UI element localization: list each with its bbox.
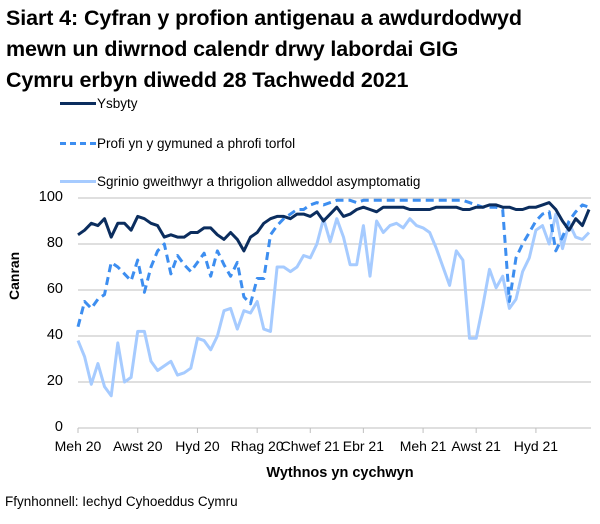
y-tick-label: 40: [46, 327, 63, 343]
chart-title-line-1: Siart 4: Cyfran y profion antigenau a aw…: [6, 6, 522, 30]
x-axis: [77, 428, 537, 433]
y-tick-label: 0: [54, 419, 63, 435]
source-note: Ffynhonnell: Iechyd Cyhoeddus Cymru: [5, 494, 238, 509]
chart-title-line-2: mewn un diwrnod calendr drwy labordai GI…: [6, 37, 459, 61]
legend-swatch-solid-dark-icon: [60, 102, 96, 105]
chart-title: Siart 4: Cyfran y profion antigenau a aw…: [6, 3, 600, 96]
y-tick-label: 100: [38, 189, 63, 205]
x-tick-label: Meh 20: [54, 438, 102, 454]
legend-swatch-solid-light-icon: [60, 180, 96, 183]
x-tick-label: Hyd 20: [175, 438, 220, 454]
legend-item-profi: Profi yn y gymuned a phrofi torfol: [60, 136, 295, 151]
gridlines: [78, 197, 591, 429]
legend-label: Ysbyty: [97, 96, 138, 111]
x-axis-label: Wythnos yn cychwyn: [266, 465, 414, 481]
legend-label: Sgrinio gweithwyr a thrigolion allweddol…: [97, 174, 421, 189]
y-tick-label: 80: [46, 235, 63, 251]
x-tick-label: Awst 20: [112, 438, 163, 454]
legend-label: Profi yn y gymuned a phrofi torfol: [97, 136, 296, 151]
x-tick-label: Hyd 21: [513, 438, 559, 454]
y-tick-label: 60: [46, 281, 63, 297]
chart-title-line-3: Cymru erbyn diwedd 28 Tachwedd 2021: [6, 68, 409, 92]
x-tick-label: Meh 21: [399, 438, 447, 454]
legend-item-sgrinio: Sgrinio gweithwyr a thrigolion allweddol…: [60, 174, 420, 189]
legend-swatch-dashed-icon: [60, 142, 96, 145]
x-tick-label: Ebr 21: [342, 438, 384, 454]
x-tick-label: Chwef 21: [280, 438, 340, 454]
data-lines: [76, 198, 591, 398]
legend-item-ysbyty: Ysbyty: [60, 96, 138, 111]
series-line-2: [76, 212, 591, 398]
series-line-0: [77, 201, 591, 253]
x-tick-label: Rhag 20: [230, 438, 284, 454]
series-line-1: [76, 198, 590, 328]
x-tick-label: Awst 21: [451, 438, 501, 454]
y-tick-label: 20: [46, 373, 63, 389]
y-axis-label: Canran: [6, 251, 22, 300]
